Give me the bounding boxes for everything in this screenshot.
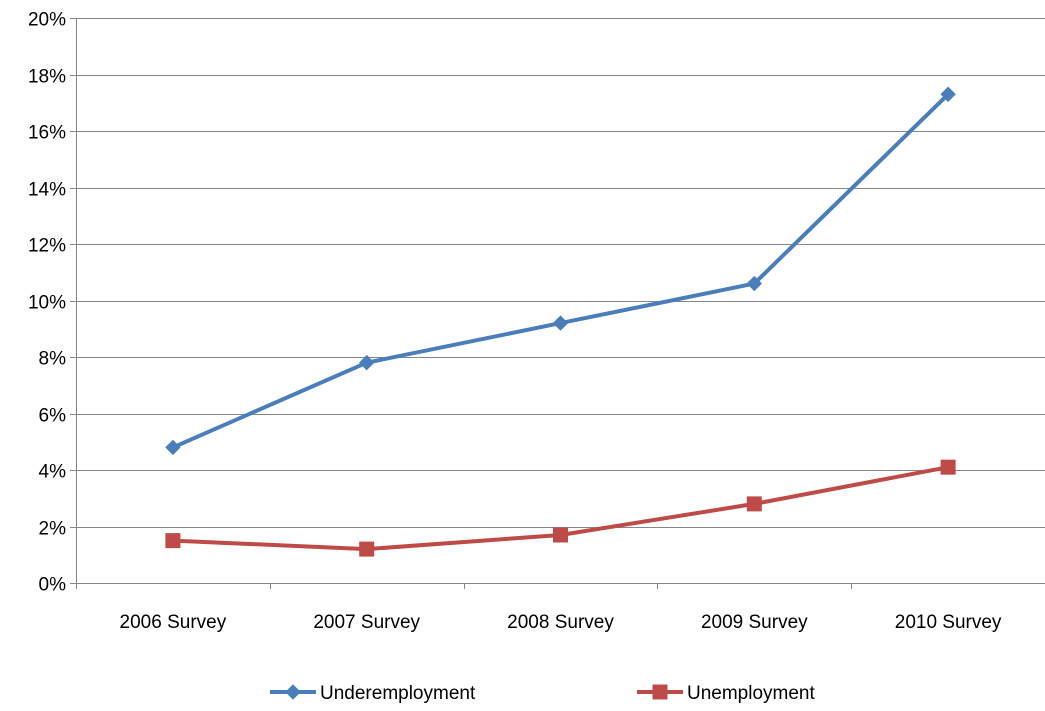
data-point [165,533,181,549]
y-tick-label: 20% [28,10,66,31]
y-tick-label: 6% [39,406,67,427]
series-unemployment [165,459,956,557]
data-point [940,86,956,102]
data-point [359,541,375,557]
legend-item: Underemployment [270,683,476,704]
data-point [746,275,763,292]
data-point [746,496,762,512]
gridlines [76,18,1045,528]
series [165,86,956,557]
legend-marker [652,684,668,700]
y-tick-label: 4% [39,462,67,483]
x-tick-label: 2007 Survey [313,612,420,633]
y-tick-labels: 0% 2% 4% 6% 8% 10% 12% 14% 16% 18% 20% [28,10,66,596]
y-tick-label: 14% [28,180,66,201]
y-tick-label: 16% [28,123,66,144]
x-tick-label: 2010 Survey [895,612,1002,633]
axes [70,18,1045,589]
data-point [552,315,569,331]
legend: Underemployment Unemployment [270,683,815,704]
x-tick-label: 2006 Survey [120,612,227,633]
x-tick-labels: 2006 Survey 2007 Survey 2008 Survey 2009 Su… [120,612,1002,633]
series-underemployment [165,86,956,456]
x-tick-label: 2009 Survey [701,612,808,633]
data-point [165,439,181,456]
y-tick-label: 12% [28,236,66,257]
data-point [358,354,375,371]
legend-marker [285,684,301,700]
series-line [170,92,951,450]
y-tick-label: 0% [39,575,67,596]
data-point [940,459,956,475]
y-tick-label: 2% [39,519,67,540]
x-tick-label: 2008 Survey [507,612,614,633]
legend-item: Unemployment [637,683,815,704]
legend-label: Unemployment [687,683,815,704]
legend-label: Underemployment [320,683,476,704]
y-tick-label: 18% [28,67,66,88]
data-point [553,527,568,543]
y-tick-label: 10% [28,293,66,314]
y-tick-label: 8% [39,349,67,370]
